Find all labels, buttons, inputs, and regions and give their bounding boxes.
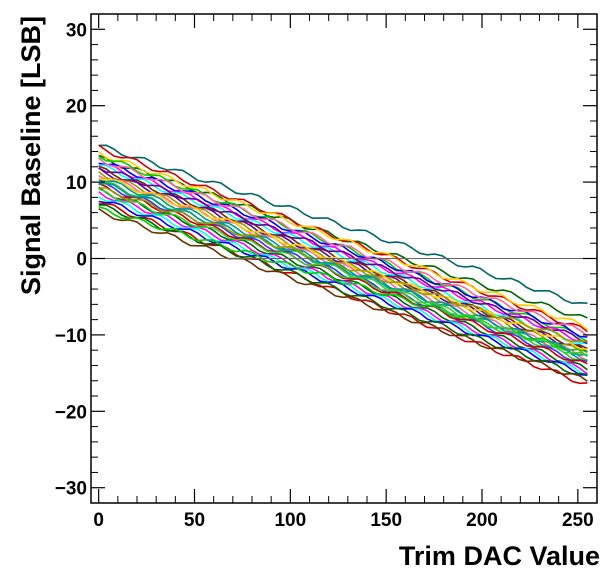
series-line-28: [98, 187, 588, 343]
y-tick-label: 30: [66, 20, 87, 41]
series-line-24: [98, 157, 588, 337]
series-line-0: [98, 144, 588, 305]
y-tick-label: 20: [66, 97, 87, 118]
series-line-7: [98, 164, 588, 345]
series-layer: [98, 144, 588, 385]
y-axis-title: Signal Baseline [LSB]: [16, 16, 46, 295]
y-tick-label: −30: [55, 479, 87, 500]
x-tick-label: 100: [274, 510, 306, 531]
series-line-25: [98, 167, 588, 345]
y-tick-label: −20: [55, 402, 87, 423]
x-tick-label: 250: [562, 510, 594, 531]
series-line-18: [98, 196, 588, 377]
series-line-10: [98, 171, 588, 358]
series-line-23: [98, 207, 588, 383]
tick-layer: 0 50 100 150 200 250 −30 −20 −10 0 10 20 30: [55, 14, 598, 531]
series-line-3: [98, 151, 588, 331]
x-tick-label: 50: [184, 510, 205, 531]
y-tick-label: 0: [76, 250, 87, 271]
x-tick-label: 150: [370, 510, 402, 531]
series-line-15: [98, 183, 588, 365]
y-tick-label: 10: [66, 173, 87, 194]
x-axis-title: Trim DAC Value: [399, 541, 600, 571]
x-tick-label: 200: [466, 510, 498, 531]
x-tick-label: 0: [93, 510, 104, 531]
series-line-26: [98, 177, 588, 350]
series-line-12: [98, 179, 588, 361]
series-line-29: [98, 188, 588, 357]
y-tick-label: −10: [55, 326, 87, 347]
series-line-5: [98, 162, 588, 338]
